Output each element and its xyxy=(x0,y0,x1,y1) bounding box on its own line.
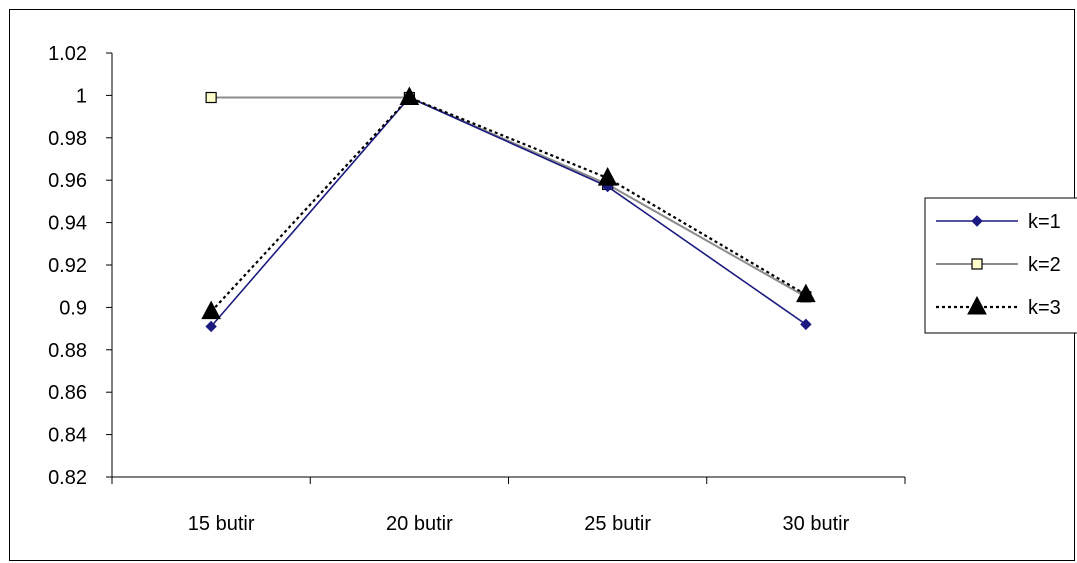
legend-label: k=1 xyxy=(1028,211,1061,233)
legend: k=1 k=2 k=3 xyxy=(924,197,1077,334)
data-point-diamond xyxy=(205,320,217,333)
series-k1 xyxy=(205,91,812,333)
series-line xyxy=(210,96,807,328)
y-tick-label: 0.84 xyxy=(48,425,87,447)
legend-item-k2: k=2 xyxy=(936,254,1061,276)
y-tick-labels: 0.82 0.84 0.86 0.88 0.9 0.92 0.94 0.96 0.98 1 1.02 xyxy=(48,43,87,489)
y-tick-label: 1 xyxy=(76,85,87,107)
series-line xyxy=(210,96,807,313)
legend-marker-square xyxy=(971,258,983,270)
legend-marker-triangle xyxy=(967,295,987,315)
series-k3 xyxy=(201,86,816,320)
x-tick-labels: 15 butir 20 butir 25 butir 30 butir xyxy=(188,513,850,535)
chart-frame xyxy=(9,9,1075,561)
data-point-triangle xyxy=(399,86,420,106)
legend-item-k3: k=3 xyxy=(936,295,1061,319)
legend-item-k1: k=1 xyxy=(936,211,1061,233)
axes xyxy=(106,52,906,484)
y-tick-label: 0.94 xyxy=(48,213,87,235)
y-tick-label: 0.86 xyxy=(48,382,87,404)
y-tick-label: 0.88 xyxy=(48,340,87,362)
y-tick-label: 0.82 xyxy=(48,467,87,489)
legend-label: k=2 xyxy=(1028,254,1061,276)
y-tick-label: 0.9 xyxy=(59,297,87,319)
data-point-triangle xyxy=(201,300,221,320)
y-tick-label: 0.98 xyxy=(48,128,87,150)
series-line xyxy=(211,96,807,298)
y-tick-label: 0.92 xyxy=(48,255,87,277)
data-point-diamond xyxy=(800,318,812,331)
x-tick-label: 25 butir xyxy=(584,513,651,535)
x-tick-label: 15 butir xyxy=(188,513,255,535)
data-point-triangle xyxy=(796,283,816,303)
legend-marker-diamond xyxy=(971,215,983,227)
y-tick-label: 0.96 xyxy=(48,170,87,192)
legend-label: k=3 xyxy=(1028,297,1061,319)
series-layer xyxy=(201,86,816,333)
x-tick-label: 30 butir xyxy=(783,513,850,535)
data-point-triangle xyxy=(597,167,618,186)
x-tick-label: 20 butir xyxy=(386,513,453,535)
y-tick-label: 1.02 xyxy=(48,43,87,65)
series-k2 xyxy=(205,91,812,303)
data-point-square xyxy=(205,91,217,104)
